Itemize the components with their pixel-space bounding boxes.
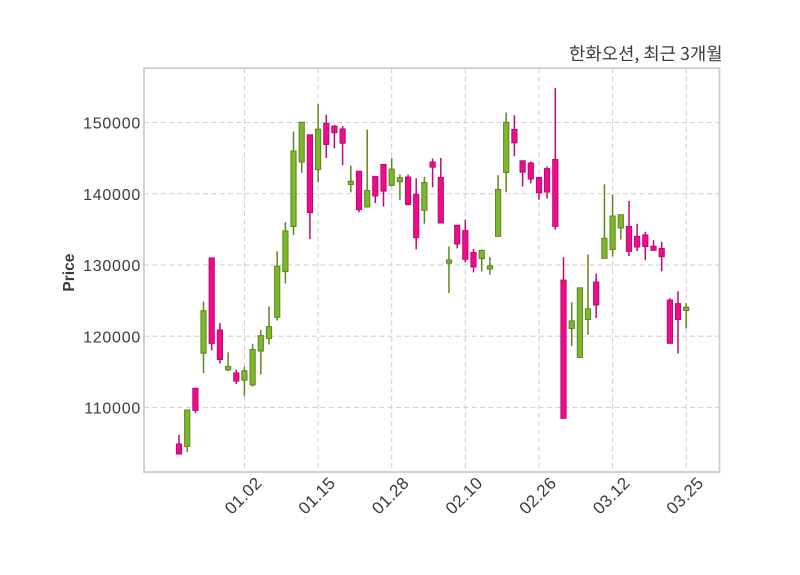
svg-text:130000: 130000 [83,258,141,275]
svg-text:110000: 110000 [84,401,141,418]
svg-text:Price: Price [61,253,78,291]
svg-text:150000: 150000 [83,116,141,133]
svg-text:140000: 140000 [83,187,141,204]
svg-text:120000: 120000 [83,329,141,346]
